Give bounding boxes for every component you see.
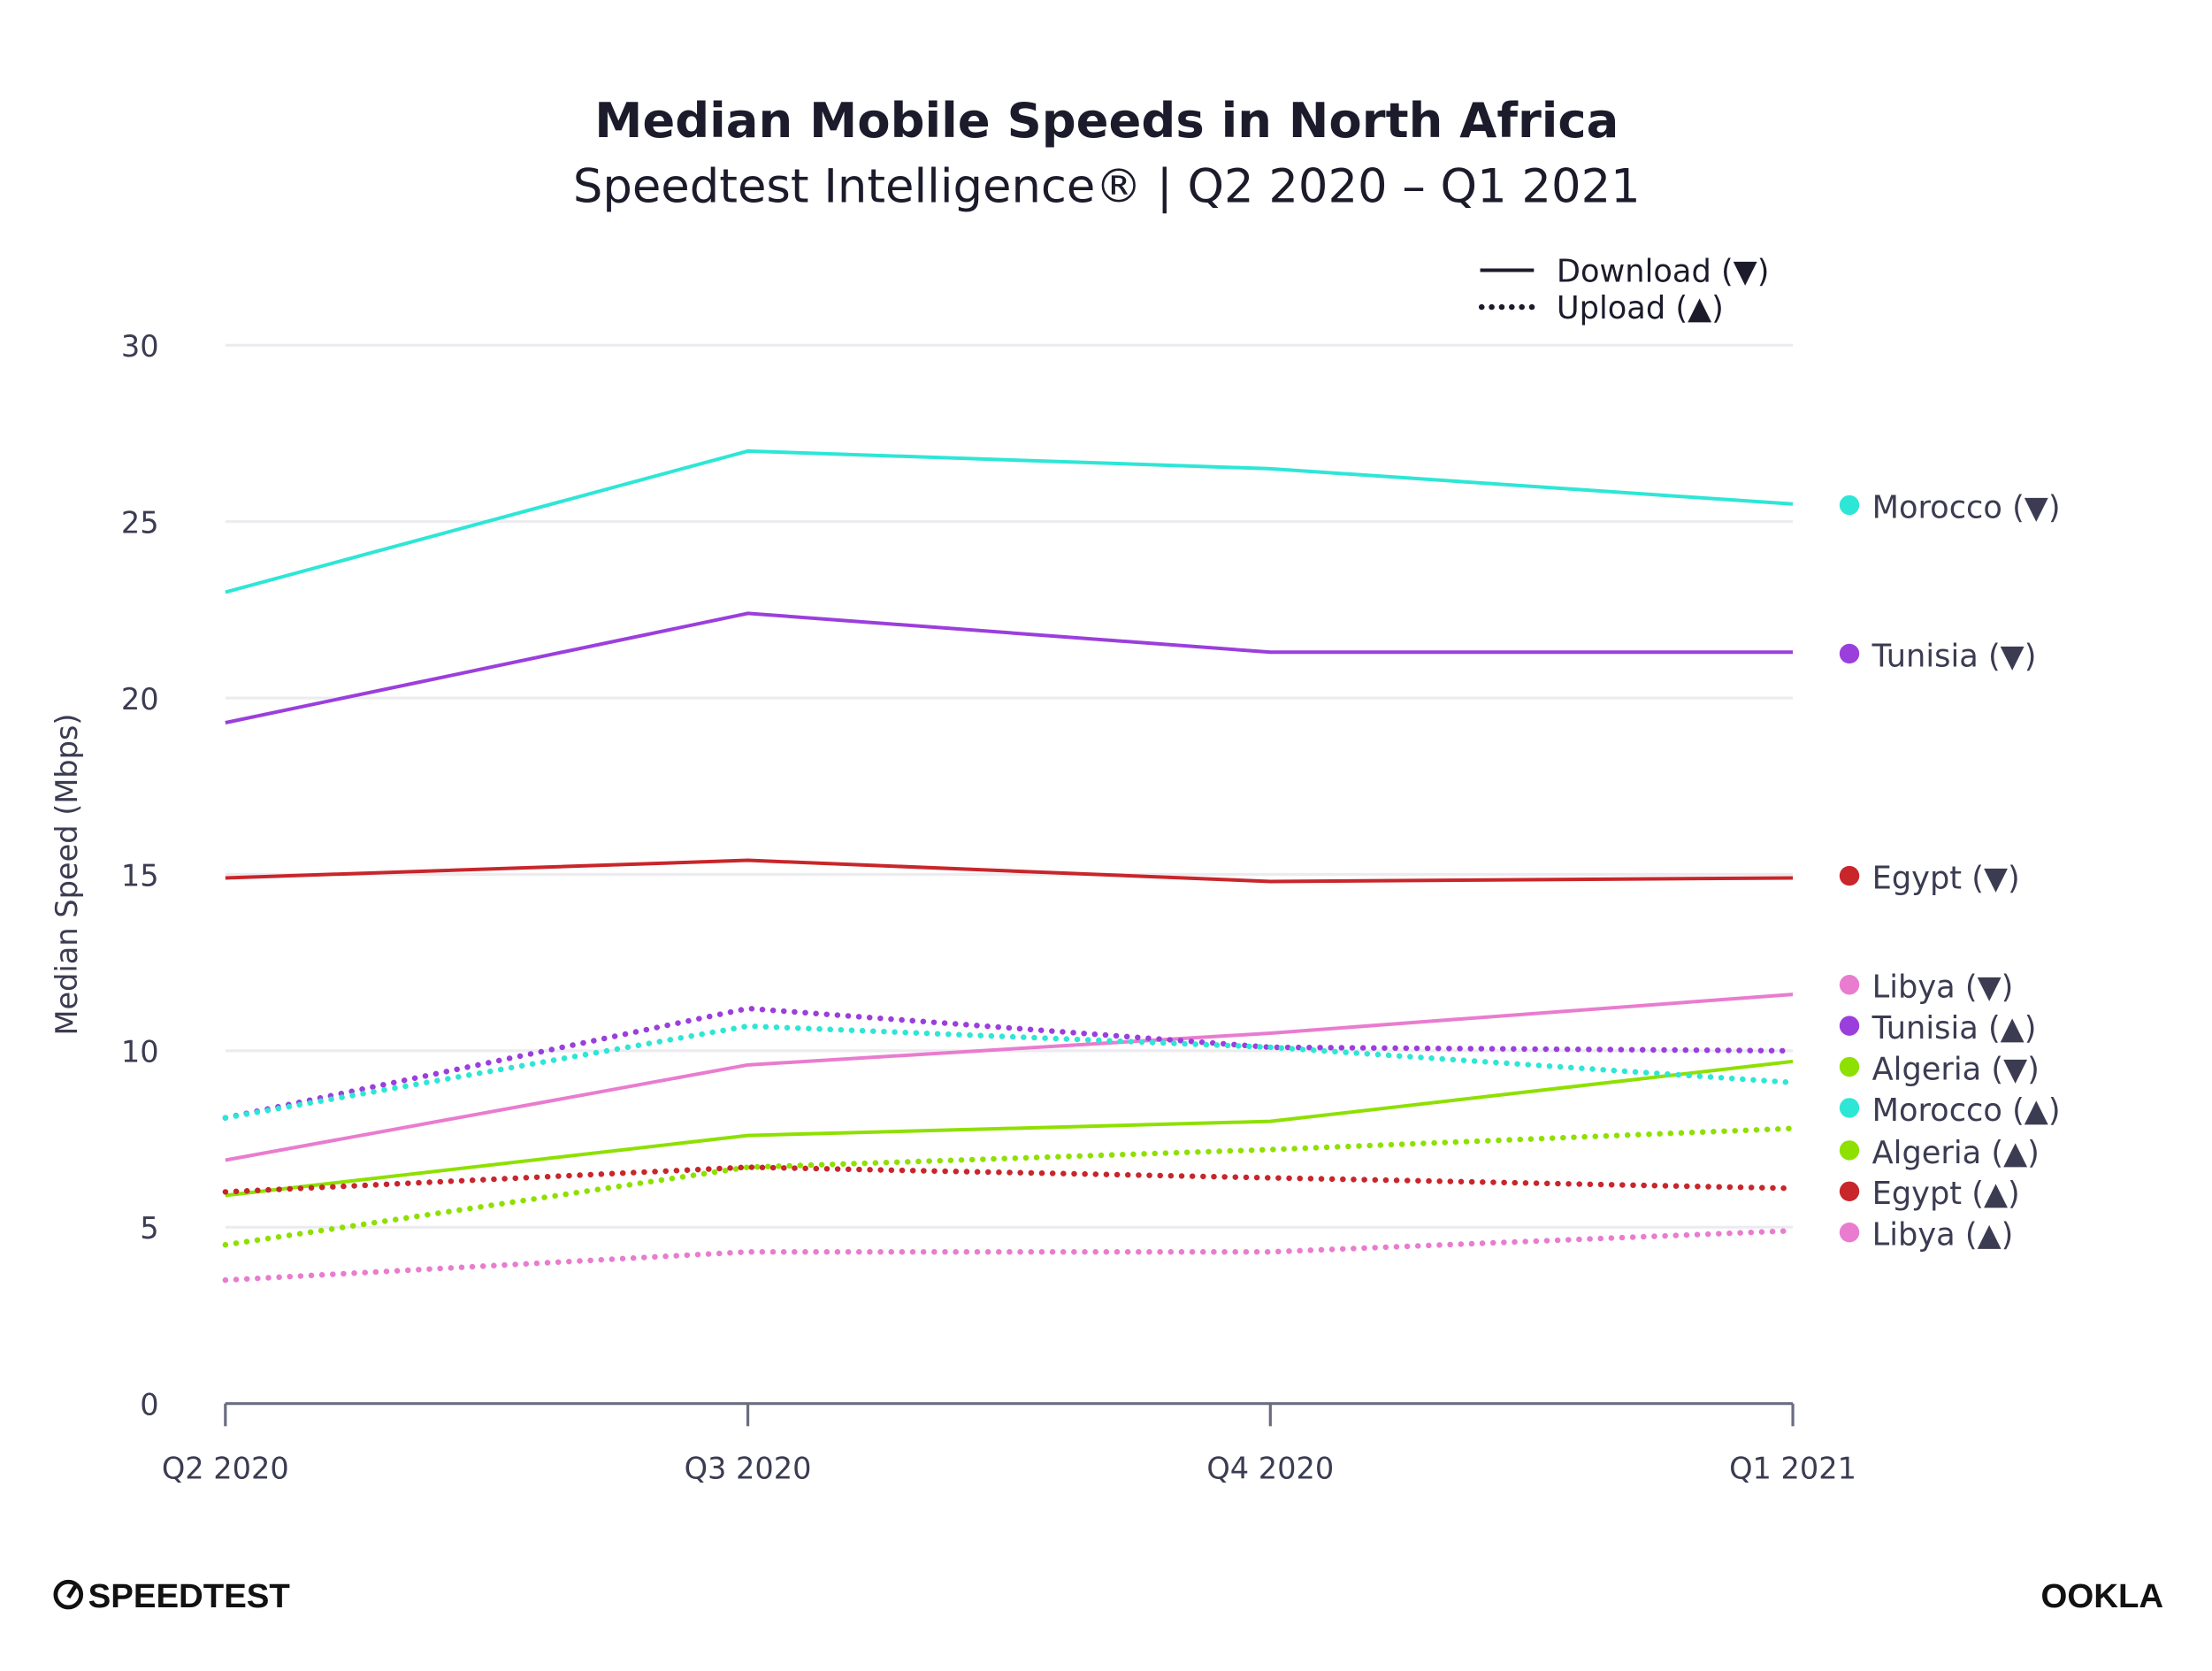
x-tick-label: Q3 2020 xyxy=(685,1451,812,1485)
series-line xyxy=(222,1005,1796,1121)
series-label-dot xyxy=(1839,1140,1860,1161)
chart-title: Median Mobile Speeds in North Africa xyxy=(594,93,1619,149)
speedtest-logo: SPEEDTEST xyxy=(53,1577,291,1615)
series-line xyxy=(222,1228,1796,1284)
y-tick-label: 15 xyxy=(121,858,159,893)
series-labels: Morocco (▼) Tunisia (▼) Egypt (▼) Libya (▼)… xyxy=(1839,489,2061,1253)
speedtest-needle-icon xyxy=(66,1584,78,1599)
series-label: Tunisia (▲) xyxy=(1871,1010,2037,1046)
legend-download-label: Download (▼) xyxy=(1557,253,1770,289)
series-label: Tunisia (▼) xyxy=(1871,638,2037,674)
y-tick-label: 5 xyxy=(140,1211,158,1246)
y-tick-label: 0 xyxy=(140,1387,158,1422)
series-line xyxy=(225,611,1794,724)
series-line xyxy=(222,1023,1796,1121)
y-tick-label: 25 xyxy=(121,505,159,540)
x-tick-label: Q2 2020 xyxy=(162,1451,289,1485)
series-label: Libya (▼) xyxy=(1872,970,2014,1006)
series-label-dot xyxy=(1839,865,1860,886)
series-label-dot xyxy=(1839,1222,1860,1243)
series-line xyxy=(225,993,1794,1162)
x-tick-label: Q1 2021 xyxy=(1729,1451,1856,1485)
y-tick-label: 20 xyxy=(121,682,159,717)
series-label: Libya (▲) xyxy=(1872,1217,2014,1253)
series-label: Morocco (▼) xyxy=(1872,489,2061,525)
axes: 0 5 10 15 20 25 30 Q2 2020 Q3 2020 Q4 2020 Q1 2021 xyxy=(121,329,1856,1485)
y-axis-label: Median Speed (Mbps) xyxy=(50,713,84,1035)
series-label-dot xyxy=(1839,494,1860,516)
series-label-dot xyxy=(1839,1181,1860,1201)
series-line xyxy=(225,448,1794,594)
series-label: Egypt (▼) xyxy=(1872,860,2020,896)
series-label: Egypt (▲) xyxy=(1872,1176,2020,1212)
series-line xyxy=(222,1125,1796,1248)
series-line xyxy=(225,1059,1794,1198)
legend-upload-label: Upload (▲) xyxy=(1557,290,1724,326)
series-label-dot xyxy=(1839,975,1860,995)
gridlines xyxy=(225,343,1794,1229)
series-label-dot xyxy=(1839,1056,1860,1077)
y-tick-label: 10 xyxy=(121,1035,159,1069)
series-line xyxy=(222,1164,1796,1195)
speedtest-logo-text: SPEEDTEST xyxy=(88,1577,291,1615)
series-label-dot xyxy=(1839,1098,1860,1118)
series-label-dot xyxy=(1839,1016,1860,1036)
series-line xyxy=(225,858,1794,884)
x-tick-label: Q4 2020 xyxy=(1206,1451,1334,1485)
series-label: Algeria (▲) xyxy=(1872,1135,2040,1171)
chart-subtitle: Speedtest Intelligence® | Q2 2020 – Q1 2… xyxy=(573,160,1641,214)
speedtest-gauge-icon xyxy=(53,1579,84,1610)
series-label: Algeria (▼) xyxy=(1872,1051,2040,1087)
series-lines xyxy=(222,448,1796,1284)
ookla-logo: OOKLA xyxy=(2041,1577,2164,1615)
series-label: Morocco (▲) xyxy=(1872,1092,2061,1129)
y-tick-label: 30 xyxy=(121,329,159,364)
series-label-dot xyxy=(1839,643,1860,664)
legend: Download (▼) Upload (▲) xyxy=(1478,253,1770,326)
